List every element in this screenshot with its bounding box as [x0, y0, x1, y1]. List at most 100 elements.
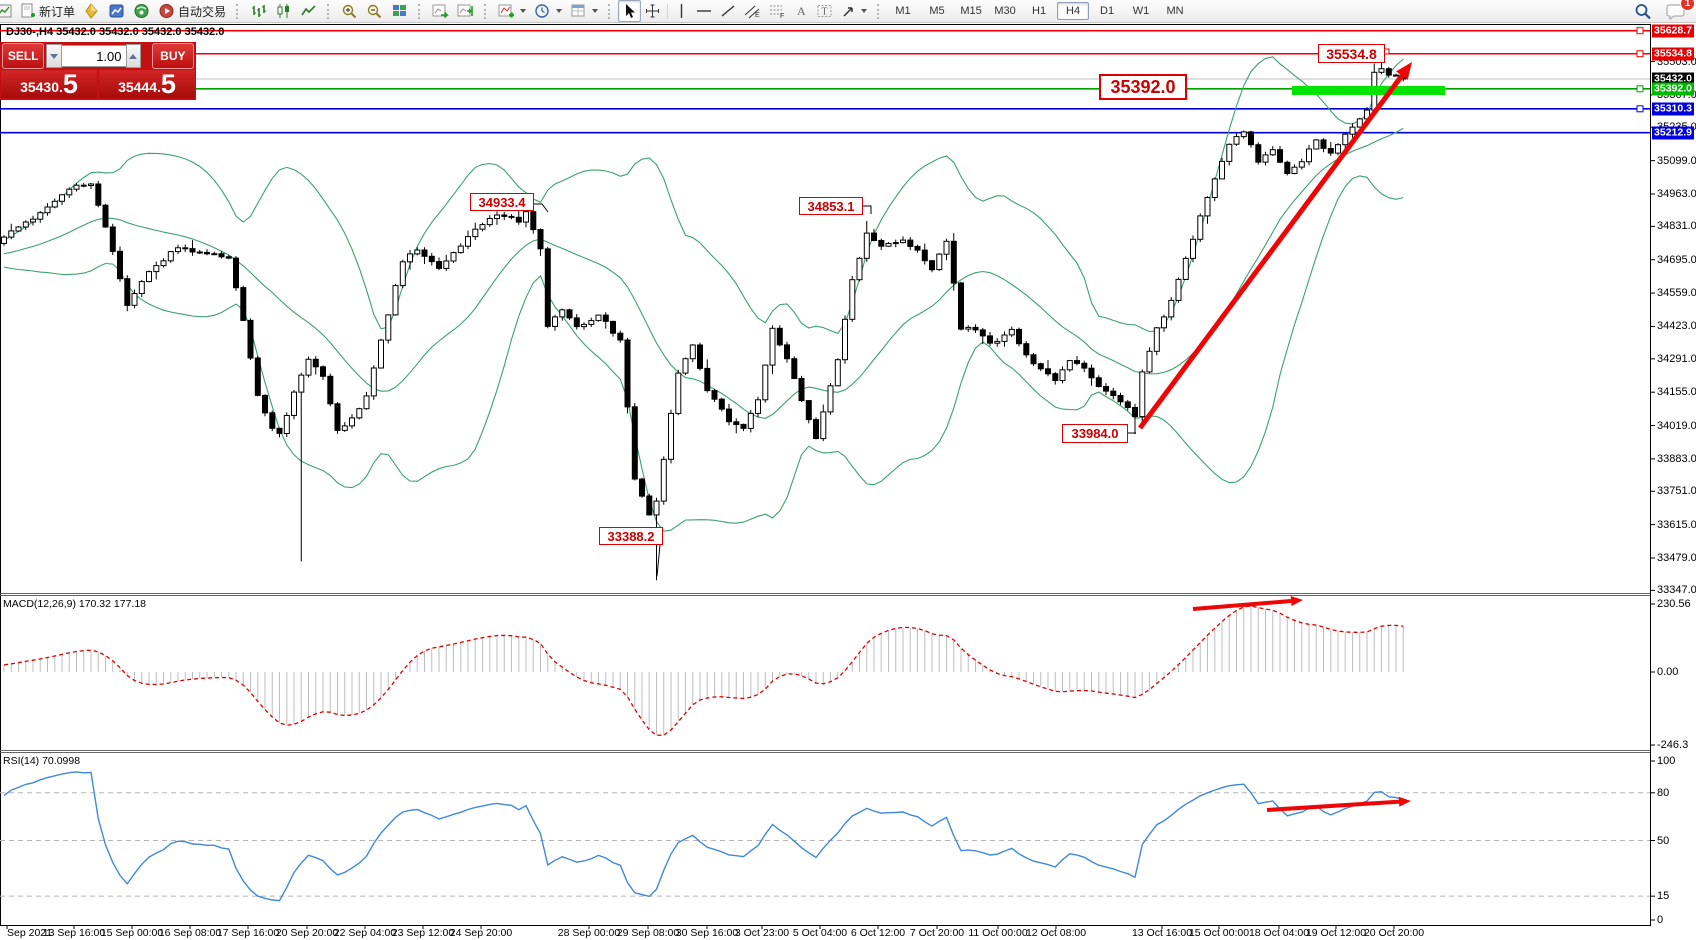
- svg-text:T: T: [822, 7, 828, 18]
- bar-chart-icon: [252, 5, 267, 17]
- volume-input[interactable]: [61, 45, 126, 67]
- dropdown-caret-icon: [556, 9, 563, 13]
- one-click-trading-panel: SELL BUY 35430.5 35444.5: [0, 42, 196, 100]
- market-watch-icon: [109, 4, 124, 18]
- tile-windows-icon: [393, 5, 407, 16]
- notification-badge: 1: [1680, 0, 1695, 11]
- toolbar-grip: [877, 3, 883, 19]
- toolbar-grip: [608, 3, 614, 19]
- volume-increase-button[interactable]: [125, 44, 141, 68]
- cursor-tool-button[interactable]: [618, 0, 642, 22]
- timeframe-group: M1 M5 M15 M30 H1 H4 D1 W1 MN: [887, 2, 1191, 20]
- metaeditor-icon: [85, 3, 98, 19]
- channel-tool-button[interactable]: E: [740, 0, 765, 22]
- autotrading-label: 自动交易: [178, 4, 227, 19]
- trendline-icon: [721, 5, 735, 17]
- dropdown-caret-icon: [592, 9, 599, 13]
- crosshair-icon: [646, 4, 660, 18]
- dropdown-caret-icon: [520, 9, 527, 13]
- sell-price[interactable]: 35430. 5: [1, 70, 97, 98]
- search-button[interactable]: [1630, 0, 1656, 22]
- candlestick-chart-button[interactable]: [271, 0, 296, 22]
- templates-dropdown[interactable]: [566, 0, 602, 22]
- fibonacci-icon: F: [770, 5, 784, 19]
- svg-text:A: A: [797, 4, 806, 18]
- timeframe-m1[interactable]: M1: [895, 5, 911, 17]
- data-window-icon: [134, 4, 149, 18]
- svg-text:F: F: [780, 13, 784, 19]
- equidistant-channel-icon: E: [744, 5, 760, 19]
- clipped-window-icon[interactable]: [0, 0, 16, 22]
- vertical-line-tool-button[interactable]: [671, 0, 692, 22]
- metaeditor-button[interactable]: [79, 0, 104, 22]
- toolbar-right-icons: 1: [1630, 0, 1696, 22]
- timeframe-m30[interactable]: M30: [994, 5, 1016, 17]
- sell-price-pip: 5: [62, 69, 78, 99]
- autotrading-icon: [159, 4, 174, 18]
- dropdown-caret-icon: [861, 9, 868, 13]
- templates-icon: [571, 4, 585, 17]
- svg-text:E: E: [755, 12, 760, 19]
- crosshair-tool-button[interactable]: [641, 0, 664, 22]
- trendline-tool-button[interactable]: [716, 0, 740, 22]
- data-window-button[interactable]: [129, 0, 154, 22]
- indicators-icon: [498, 4, 515, 18]
- line-chart-icon: [301, 5, 316, 16]
- timeframe-w1[interactable]: W1: [1132, 5, 1150, 17]
- text-label-icon: T: [817, 5, 832, 18]
- volume-decrease-button[interactable]: [46, 44, 62, 68]
- periods-dropdown[interactable]: [530, 0, 566, 22]
- timeframe-h1[interactable]: H1: [1032, 5, 1047, 17]
- new-order-label: 新订单: [39, 4, 76, 19]
- new-order-icon: [21, 3, 35, 18]
- vertical-line-icon: [680, 4, 683, 18]
- market-watch-button[interactable]: [104, 0, 129, 22]
- zoom-in-icon: [342, 4, 357, 19]
- notifications-button[interactable]: 1: [1662, 0, 1695, 22]
- window-chart-icon: [0, 4, 12, 18]
- sell-price-main: 35430.: [20, 79, 63, 95]
- clock-icon: [535, 4, 549, 18]
- label-tool-button[interactable]: T: [812, 0, 837, 22]
- new-order-button[interactable]: 新订单: [16, 0, 79, 22]
- candlestick-chart-icon: [277, 4, 290, 18]
- line-chart-button[interactable]: [296, 0, 321, 22]
- toolbar-grip: [327, 3, 333, 19]
- arrows-dropdown[interactable]: [837, 0, 871, 22]
- autotrading-button[interactable]: 自动交易: [154, 0, 230, 22]
- indicators-dropdown[interactable]: [494, 0, 530, 22]
- timeframe-h4[interactable]: H4: [1057, 2, 1090, 20]
- zoom-out-button[interactable]: [362, 0, 387, 22]
- auto-scroll-icon: [432, 4, 449, 19]
- spinner-down-icon: [49, 53, 58, 59]
- zoom-in-button[interactable]: [337, 0, 362, 22]
- spinner-up-icon: [129, 53, 138, 59]
- chart-shift-icon: [457, 4, 473, 17]
- text-icon: A: [797, 4, 806, 18]
- chart-shift-button[interactable]: [453, 0, 478, 22]
- tile-windows-button[interactable]: [387, 0, 412, 22]
- toolbar: 新订单 自动交易: [0, 0, 1696, 23]
- cursor-icon: [626, 4, 636, 18]
- timeframe-d1[interactable]: D1: [1100, 5, 1115, 17]
- bar-chart-button[interactable]: [246, 0, 271, 22]
- trade-panel-top-row: SELL BUY: [0, 42, 196, 70]
- arrow-objects-icon: [843, 7, 853, 17]
- trade-panel-price-row: 35430. 5 35444. 5: [0, 70, 196, 99]
- horizontal-line-tool-button[interactable]: [692, 0, 716, 22]
- timeframe-mn[interactable]: MN: [1166, 5, 1184, 17]
- buy-button[interactable]: BUY: [151, 43, 194, 69]
- buy-price-main: 35444.: [118, 79, 161, 95]
- auto-scroll-button[interactable]: [428, 0, 453, 22]
- horizontal-line-icon: [697, 10, 712, 12]
- timeframe-m15[interactable]: M15: [960, 5, 982, 17]
- text-tool-button[interactable]: A: [790, 0, 812, 22]
- sell-button[interactable]: SELL: [2, 43, 45, 69]
- timeframe-m5[interactable]: M5: [929, 5, 945, 17]
- toolbar-grip: [484, 3, 490, 19]
- toolbar-grip: [236, 3, 242, 19]
- fibonacci-tool-button[interactable]: F: [765, 0, 790, 22]
- buy-price[interactable]: 35444. 5: [99, 70, 195, 98]
- search-icon: [1635, 3, 1651, 19]
